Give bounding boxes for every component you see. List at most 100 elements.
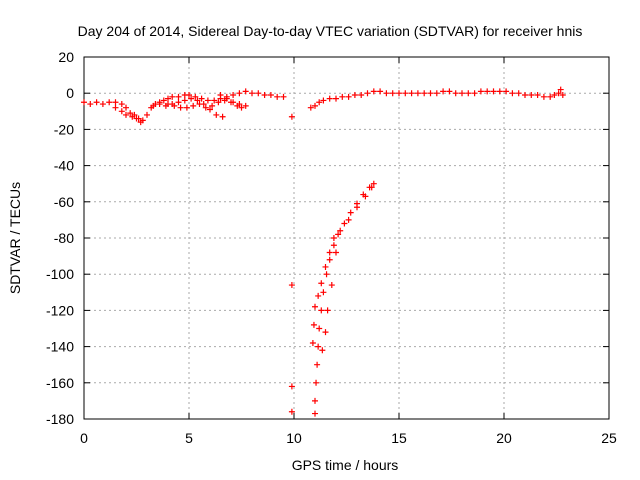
data-point <box>333 249 339 256</box>
data-point <box>320 97 327 104</box>
data-point <box>362 193 369 200</box>
data-point <box>190 102 197 109</box>
data-point <box>312 303 318 310</box>
data-point <box>217 92 224 99</box>
data-point <box>368 184 375 191</box>
data-point <box>347 209 354 216</box>
data-point <box>358 92 365 99</box>
data-point <box>316 99 323 106</box>
y-tick-label: -120 <box>46 302 74 318</box>
data-point <box>274 93 281 100</box>
data-point <box>490 88 497 95</box>
data-point <box>351 92 358 99</box>
data-point <box>452 90 459 97</box>
data-point <box>314 361 321 368</box>
data-point <box>209 102 216 109</box>
data-point <box>215 99 222 106</box>
data-point <box>345 93 352 100</box>
data-point <box>242 88 249 95</box>
series-0 <box>81 88 287 126</box>
y-tick-label: 0 <box>66 85 74 101</box>
y-tick-label: -160 <box>46 375 74 391</box>
data-point <box>484 88 491 95</box>
x-tick-label: 0 <box>80 430 88 446</box>
data-point <box>137 119 144 126</box>
data-point <box>169 93 176 100</box>
data-point <box>156 101 163 108</box>
data-point <box>465 90 472 97</box>
data-point <box>280 93 287 100</box>
data-point <box>165 101 171 108</box>
data-point <box>198 95 205 102</box>
x-tick-label: 15 <box>391 430 407 446</box>
data-point <box>144 111 150 118</box>
data-point <box>230 92 237 99</box>
data-point <box>181 97 188 104</box>
data-point <box>345 216 352 223</box>
data-point <box>219 113 226 120</box>
data-point <box>106 99 113 106</box>
data-point <box>236 101 243 108</box>
data-point <box>555 90 562 97</box>
data-point <box>370 88 377 95</box>
data-point <box>267 92 274 99</box>
data-point <box>559 92 566 99</box>
y-tick-label: -20 <box>54 121 74 137</box>
data-point <box>496 88 503 95</box>
data-point <box>118 108 125 115</box>
data-point <box>165 95 171 102</box>
data-point <box>446 88 453 95</box>
data-point <box>183 104 190 111</box>
data-point <box>328 282 335 289</box>
data-point <box>315 343 322 350</box>
data-point <box>207 106 213 113</box>
data-point <box>509 90 516 97</box>
data-point <box>177 104 184 111</box>
data-point <box>370 180 377 187</box>
y-tick-label: 20 <box>58 49 74 65</box>
data-point <box>318 307 325 314</box>
data-point <box>319 347 326 354</box>
data-point <box>318 280 325 287</box>
data-point <box>150 102 157 109</box>
data-point <box>515 90 522 97</box>
data-point <box>421 90 428 97</box>
data-point <box>383 90 390 97</box>
data-point <box>309 339 316 346</box>
data-point <box>123 111 129 118</box>
data-point <box>320 289 327 296</box>
data-point <box>522 92 528 99</box>
data-point <box>307 104 314 111</box>
data-point <box>408 90 415 97</box>
data-point <box>123 104 129 111</box>
data-point <box>223 95 230 102</box>
data-point <box>339 93 346 100</box>
data-point <box>326 95 333 102</box>
series-3 <box>309 180 377 417</box>
data-point <box>129 113 136 120</box>
data-point <box>427 90 434 97</box>
data-point <box>192 93 199 100</box>
data-point <box>354 204 360 211</box>
data-point <box>312 397 318 404</box>
data-point <box>547 93 554 100</box>
data-point <box>127 110 134 117</box>
data-point <box>315 292 322 299</box>
data-point <box>389 90 396 97</box>
x-axis-label: GPS time / hours <box>292 457 399 473</box>
data-point <box>288 113 295 120</box>
data-point <box>118 101 125 108</box>
data-point <box>171 102 178 109</box>
data-point <box>477 88 484 95</box>
data-point <box>551 92 558 99</box>
data-point <box>323 271 330 278</box>
data-point <box>316 325 323 332</box>
data-point <box>312 410 318 417</box>
data-point <box>211 97 218 104</box>
x-tick-label: 25 <box>601 430 617 446</box>
data-point <box>255 90 262 97</box>
data-point <box>288 383 295 390</box>
y-tick-label: -140 <box>46 339 74 355</box>
data-point <box>249 90 255 97</box>
data-point <box>528 92 535 99</box>
